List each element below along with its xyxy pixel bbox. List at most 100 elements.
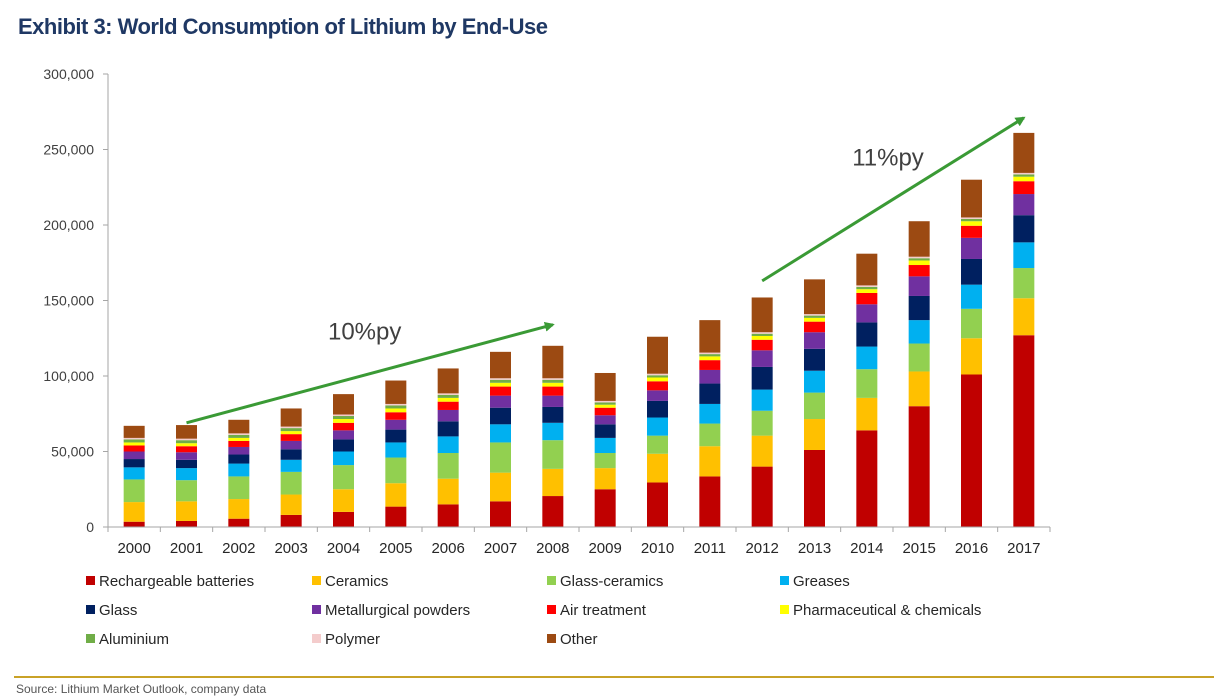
bar-segment [385,412,407,420]
bar-segment [176,440,197,444]
bar-segment [542,379,564,383]
legend-item: Aluminium [86,631,169,648]
bar-segment [176,459,197,469]
bar-segment [1013,174,1035,177]
bar-segment [908,295,930,321]
bar-segment [333,489,354,512]
bar-segment [647,377,668,382]
bar-segment [856,346,878,370]
bar-segment [490,395,511,408]
bar-segment [333,414,354,417]
x-tick-label: 2015 [902,540,935,557]
y-tick-label: 150,000 [43,293,94,309]
bar-stack-2004 [333,394,354,527]
x-tick-label: 2006 [431,540,464,557]
bar-segment [176,501,197,521]
bar-segment [437,368,459,394]
legend-label: Air treatment [560,602,647,619]
bar-segment [908,406,930,527]
legend-swatch [312,605,321,614]
legend-item: Metallurgical powders [312,602,470,619]
bar-segment [542,422,564,441]
bar-segment [228,499,250,519]
bar-segment [647,390,668,401]
stacked-bar-chart: 0 50,000 100,000 150,000 200,000 250,000 300,0… [43,66,1051,648]
legend-swatch [86,634,95,643]
bar-segment [804,370,825,393]
legend-swatch [86,576,95,585]
y-axis: 0 50,000 100,000 150,000 200,000 250,000 300,0… [43,66,109,535]
bar-segment [176,452,197,460]
bar-segment [594,407,616,416]
bar-segment [385,408,407,413]
bar-segment [908,256,930,259]
bar-segment [542,382,564,387]
bar-segment [594,415,616,425]
bar-segment [961,258,982,285]
bar-segment [699,356,721,361]
bar-segment [123,439,145,443]
bar-segment [908,258,930,261]
bar-segment [542,406,564,423]
legend-swatch [547,634,556,643]
bar-segment [228,446,250,455]
bar-segment [542,345,564,379]
bar-segment [856,289,878,293]
x-tick-label: 2001 [170,540,203,557]
x-tick-label: 2016 [955,540,988,557]
bar-segment [856,304,878,323]
legend-label: Pharmaceutical & chemicals [793,602,981,619]
y-tick-label: 300,000 [43,66,94,82]
bar-segment [228,419,250,434]
bar-segment [594,404,616,408]
bar-segment [123,442,145,446]
bar-segment [751,435,773,467]
bar-segment [333,439,354,452]
bar-segment [490,424,511,443]
legend-label: Rechargeable batteries [99,573,254,590]
bar-segment [1013,215,1035,243]
bar-segment [437,397,459,402]
x-tick-label: 2003 [274,540,307,557]
bar-stack-2001 [176,425,197,527]
bar-segment [490,351,511,379]
x-tick-label: 2011 [694,540,726,557]
bar-segment [699,320,721,353]
bar-segment [280,449,302,460]
bar-segment [385,380,407,404]
bar-segment [856,369,878,398]
bar-segment [385,429,407,443]
bar-segment [123,521,145,527]
legend-item: Glass-ceramics [547,573,663,590]
bar-segment [804,449,825,527]
legend: Rechargeable batteries Ceramics Glass-cera… [86,573,981,648]
bar-stack-2011 [699,320,721,527]
bar-segment [647,336,668,374]
bar-segment [123,445,145,452]
bar-segment [856,397,878,431]
bar-segment [280,426,302,429]
bar-segment [280,514,302,527]
bar-stack-2003 [280,408,302,527]
bar-segment [385,483,407,507]
bar-segment [542,468,564,497]
bar-stack-2015 [908,221,930,527]
legend-label: Greases [793,573,850,590]
x-tick-label: 2005 [379,540,412,557]
x-tick-label: 2014 [850,540,883,557]
legend-swatch [780,576,789,585]
bar-segment [699,354,721,357]
x-tick-label: 2008 [536,540,569,557]
bar-segment [908,265,930,277]
bar-segment [699,352,721,355]
bar-segment [280,431,302,435]
bar-segment [961,225,982,238]
bar-segment [176,468,197,481]
legend-swatch [547,576,556,585]
bar-segment [280,440,302,450]
bar-segment [1013,298,1035,336]
x-tick-label: 2002 [222,540,255,557]
bar-segment [333,451,354,466]
y-tick-label: 200,000 [43,217,94,233]
bar-segment [804,392,825,420]
